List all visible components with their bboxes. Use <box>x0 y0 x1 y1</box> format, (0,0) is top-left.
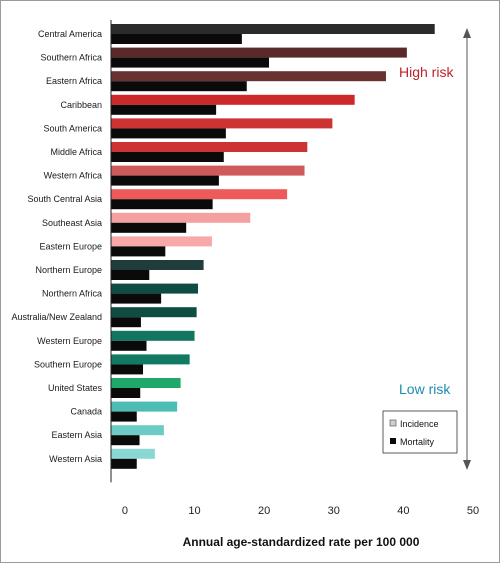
legend-box <box>382 410 458 454</box>
category-labels: Central America Southern Africa Eastern Af… <box>11 29 102 464</box>
mortality-bar <box>111 435 140 446</box>
incidence-bar <box>111 307 197 318</box>
mortality-bar <box>111 57 270 68</box>
incidence-bar <box>111 24 435 34</box>
low-risk-label: Low risk <box>399 381 451 397</box>
mortality-bar <box>111 199 213 210</box>
x-tick-label: 30 <box>328 505 340 517</box>
mortality-bar <box>111 317 141 328</box>
x-axis: 0 10 20 30 40 50 <box>110 20 479 517</box>
category-label: United States <box>48 383 103 393</box>
bars-group <box>111 24 435 469</box>
category-label: Western Africa <box>44 171 102 181</box>
incidence-bar <box>111 165 305 176</box>
mortality-bar <box>111 246 166 257</box>
category-label: Caribbean <box>60 100 102 110</box>
mortality-bar <box>111 293 162 304</box>
risk-arrow-head-up <box>463 28 471 38</box>
legend-mortality-label: Mortality <box>400 437 435 447</box>
category-label: Middle Africa <box>50 147 102 157</box>
category-label: Southern Europe <box>34 359 102 369</box>
incidence-bar <box>111 330 195 341</box>
legend-mortality-swatch <box>390 438 396 444</box>
category-label: South Central Asia <box>27 194 102 204</box>
category-label: Eastern Africa <box>46 76 102 86</box>
category-label: Southern Africa <box>40 53 102 63</box>
x-tick-label: 0 <box>122 505 128 517</box>
category-label: Central America <box>38 29 102 39</box>
incidence-bar <box>111 448 155 459</box>
category-label: South America <box>43 123 102 133</box>
category-label: Western Asia <box>49 454 102 464</box>
incidence-bar <box>111 189 288 200</box>
incidence-bar <box>111 260 204 270</box>
incidence-bar <box>111 283 199 294</box>
incidence-bar <box>111 118 333 129</box>
legend-incidence-swatch <box>389 419 397 427</box>
mortality-bar <box>111 364 144 375</box>
mortality-bar <box>111 222 187 233</box>
incidence-bar <box>111 142 308 152</box>
x-tick-label: 50 <box>467 505 479 517</box>
category-label: Northern Africa <box>42 289 102 299</box>
mortality-bar <box>111 458 137 469</box>
category-label: Southeast Asia <box>42 218 102 228</box>
incidence-bar <box>111 94 355 105</box>
risk-arrow-head-down <box>463 460 471 470</box>
incidence-bar <box>111 425 164 436</box>
legend-incidence-label: Incidence <box>400 419 439 429</box>
incidence-bar <box>111 378 181 388</box>
mortality-bar <box>111 128 226 139</box>
mortality-bar <box>111 270 150 280</box>
incidence-bar <box>111 236 212 247</box>
x-tick-label: 40 <box>397 505 409 517</box>
category-label: Canada <box>70 407 102 417</box>
x-axis-title: Annual age-standardized rate per 100 000 <box>183 535 420 549</box>
incidence-bar <box>111 71 386 82</box>
category-label: Western Europe <box>37 336 102 346</box>
category-label: Northern Europe <box>35 265 102 275</box>
mortality-bar <box>111 81 247 92</box>
incidence-bar <box>111 212 251 223</box>
mortality-bar <box>111 175 219 186</box>
incidence-bar <box>111 47 407 58</box>
legend: Incidence Mortality <box>382 410 458 454</box>
category-label: Australia/New Zealand <box>11 312 102 322</box>
category-label: Eastern Europe <box>39 241 102 251</box>
mortality-bar <box>111 411 137 422</box>
risk-arrow <box>463 28 471 470</box>
mortality-bar <box>111 104 217 115</box>
x-tick-label: 10 <box>188 505 200 517</box>
incidence-bar <box>111 354 190 365</box>
x-tick-label: 20 <box>258 505 270 517</box>
mortality-bar <box>111 388 141 398</box>
mortality-bar <box>111 340 147 351</box>
mortality-bar <box>111 34 242 44</box>
incidence-bar <box>111 401 178 412</box>
category-label: Eastern Asia <box>51 430 102 440</box>
high-risk-label: High risk <box>399 64 454 80</box>
mortality-bar <box>111 152 224 162</box>
